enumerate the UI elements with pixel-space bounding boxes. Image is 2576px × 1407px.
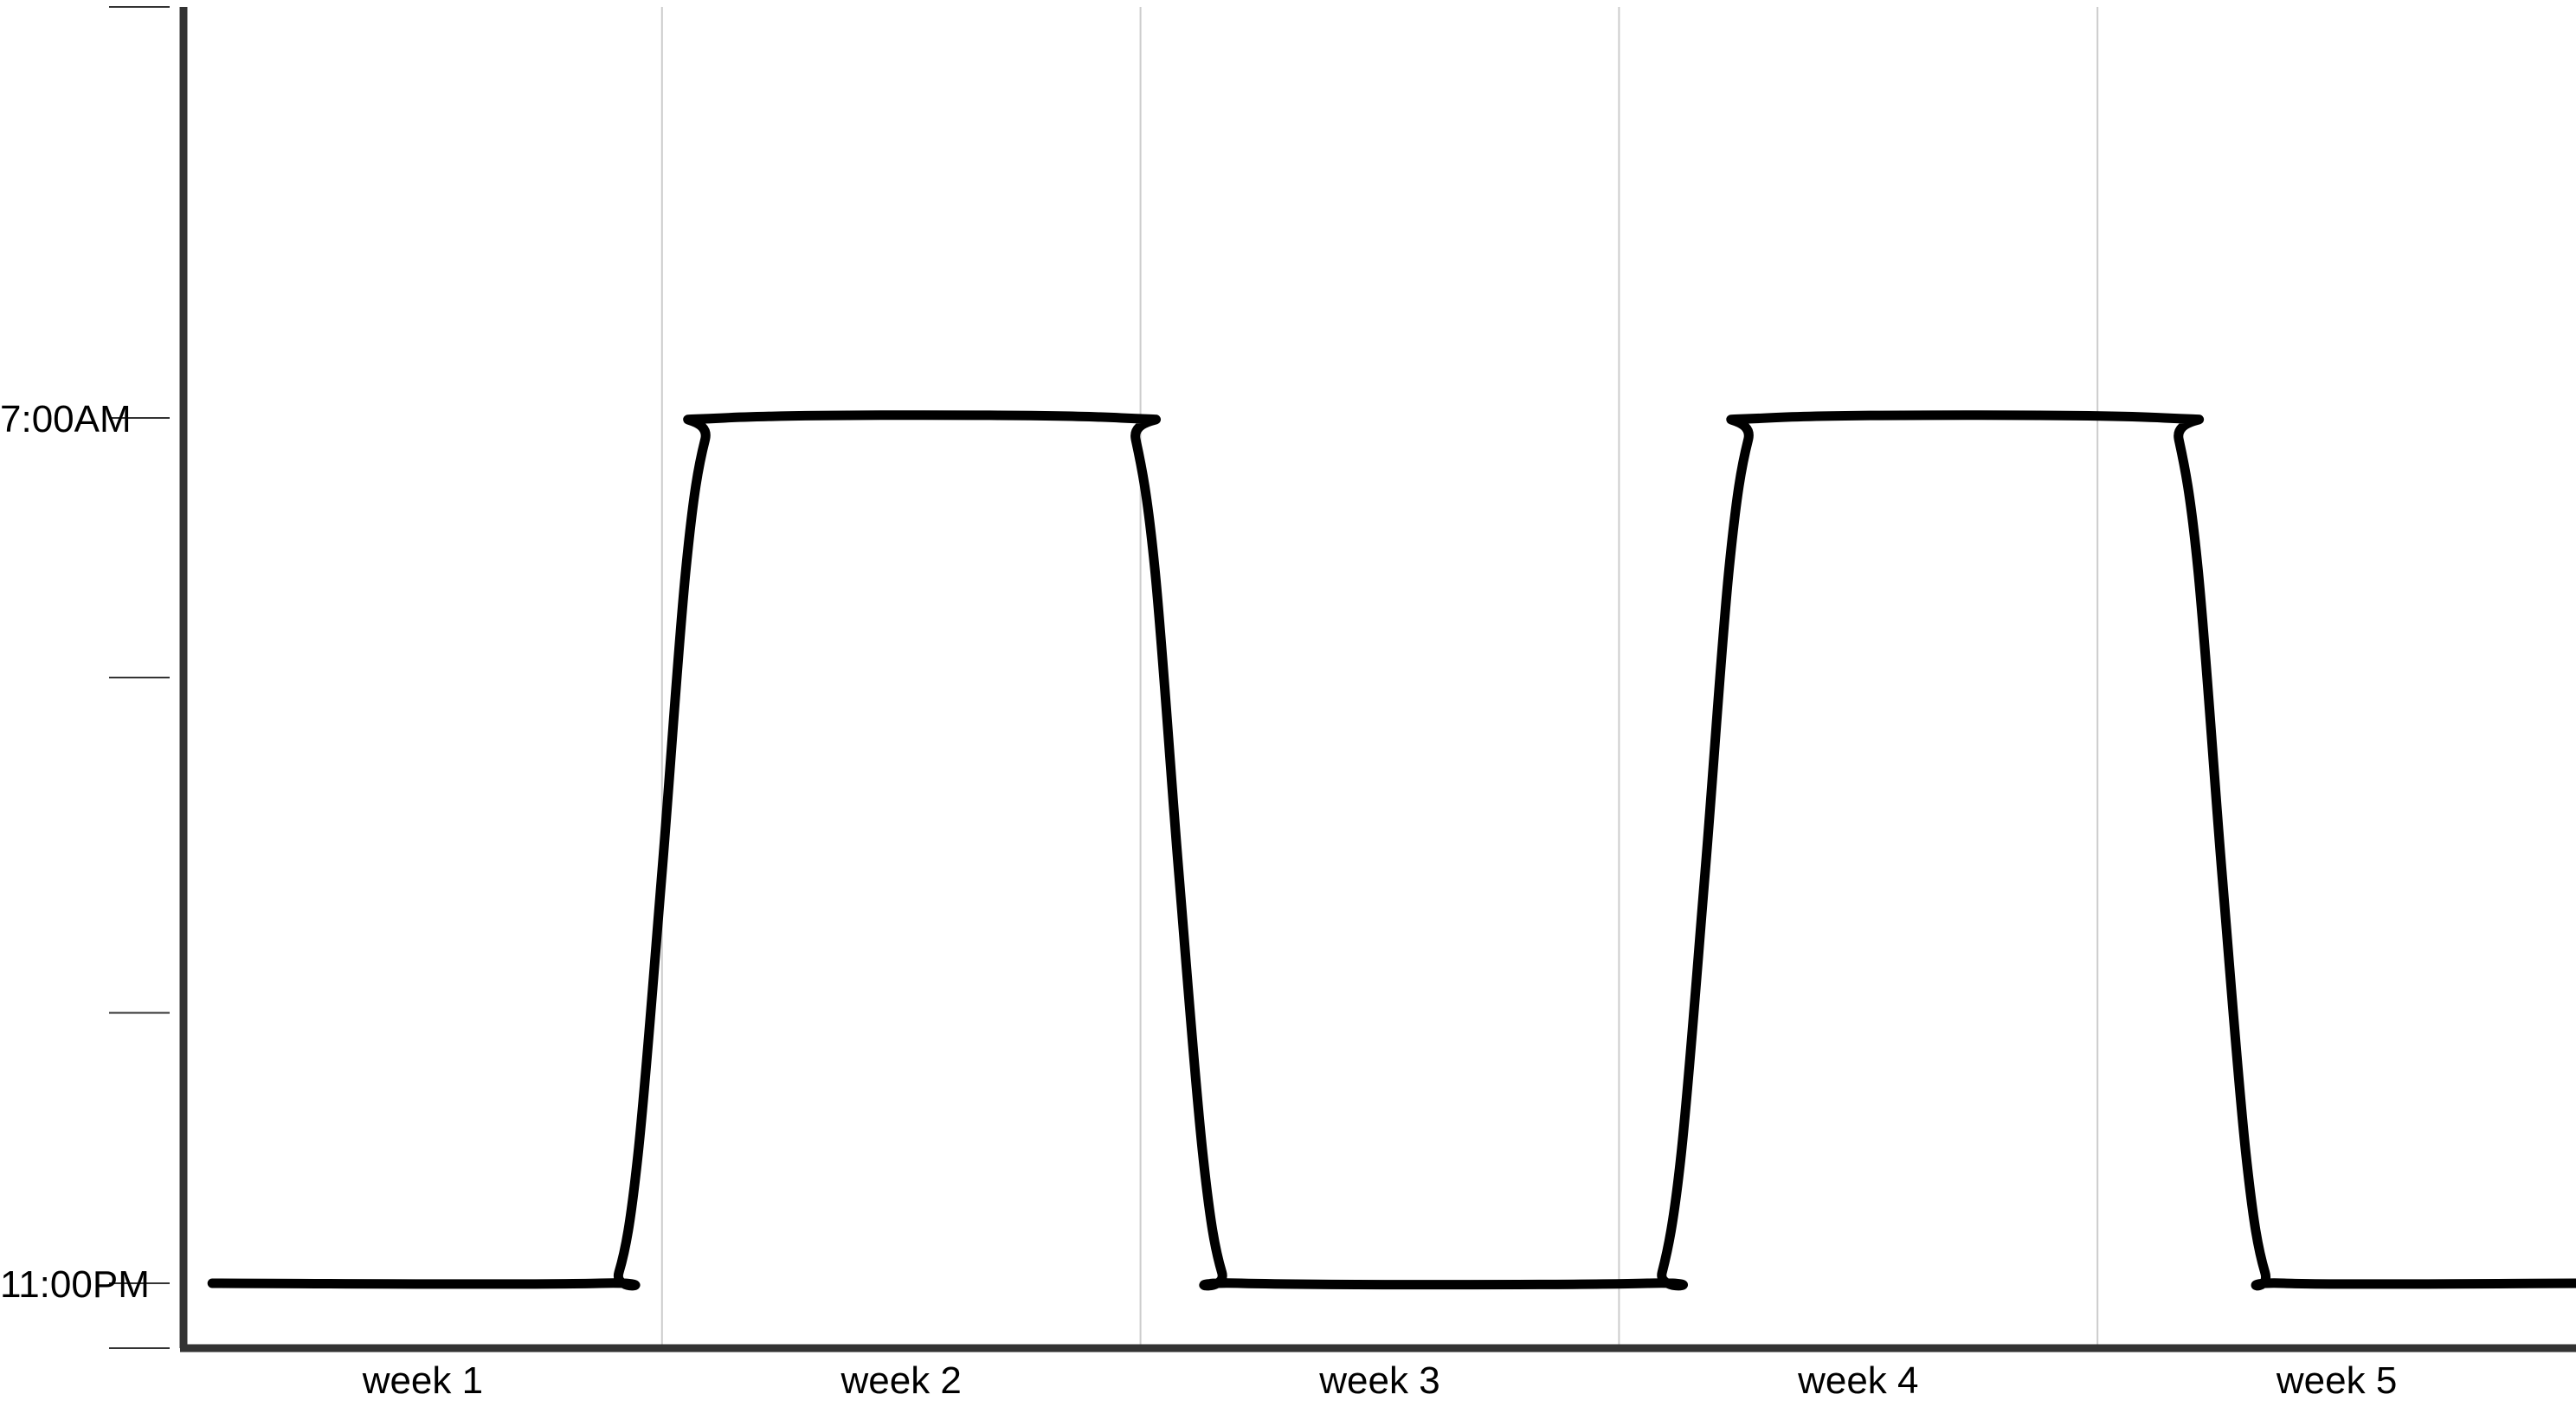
series-line-0 — [207, 410, 2576, 1291]
x-tick-label-2: week 2 — [840, 1359, 961, 1402]
y-axis-ticks — [109, 6, 170, 1349]
y-tick-label-0: 7:00AM — [0, 398, 132, 440]
y-tick-label-1: 11:00PM — [0, 1263, 150, 1306]
x-tick-label-1: week 1 — [362, 1359, 483, 1402]
x-tick-label-5: week 5 — [2276, 1359, 2397, 1402]
series-layer — [207, 410, 2576, 1291]
x-tick-label-4: week 4 — [1797, 1359, 1918, 1402]
x-axis-labels: week 1 week 2 week 3 week 4 week 5 — [362, 1359, 2398, 1402]
vertical-gridlines — [660, 7, 2099, 1348]
x-tick-label-3: week 3 — [1318, 1359, 1439, 1402]
y-axis-labels: 7:00AM 11:00PM — [0, 398, 150, 1306]
